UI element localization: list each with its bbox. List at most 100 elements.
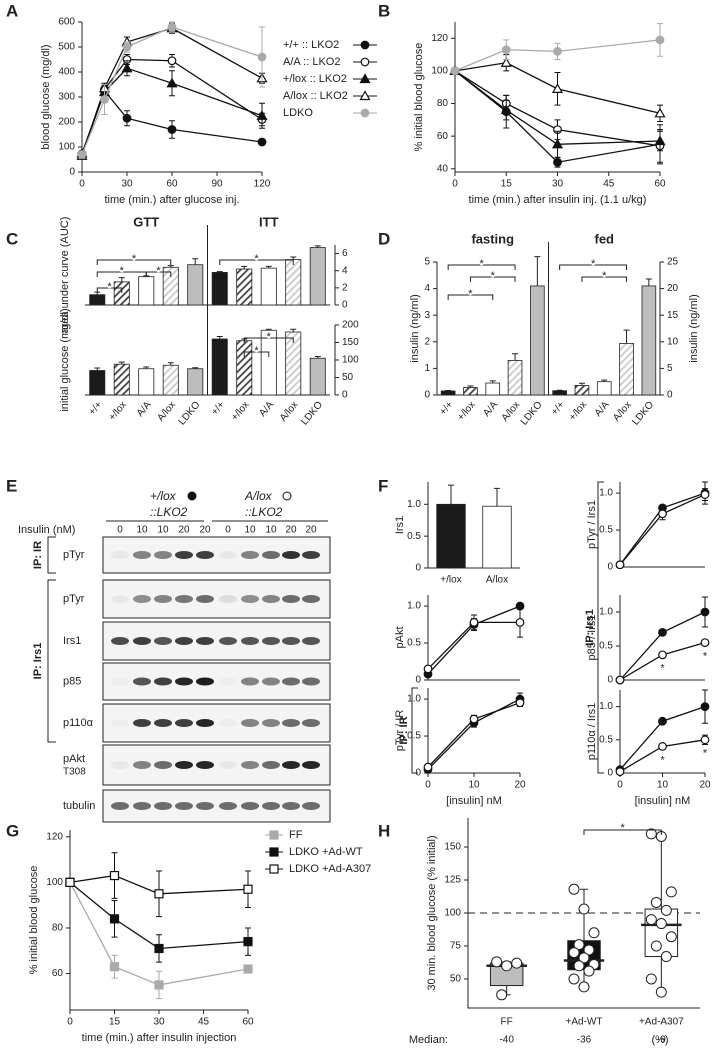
band [133,677,151,686]
lane-label: 20 [285,525,297,536]
x-tick-label: A/A [257,399,276,419]
marker [167,125,177,134]
x-tick-label: 120 [254,179,271,190]
point [650,896,662,908]
y-axis-label: pTyr / Irs1 [586,500,598,549]
band [219,802,237,810]
point [660,951,672,963]
bar [574,385,590,396]
marker [658,716,667,726]
bar [211,338,228,396]
x-tick-label: 0 [79,179,85,190]
y-axis-label: p110α / Irs1 [586,703,598,761]
point [665,931,677,943]
marker [500,57,512,67]
lane-label: 0 [225,525,231,536]
legend-label: LDKO +Ad-WT [289,846,363,858]
lane-label: 20 [199,525,211,536]
significance: * [107,281,112,293]
marker [256,110,268,120]
point [568,947,580,959]
marker [615,767,625,777]
x-tick-label: 30 [153,1017,165,1028]
error-bar [494,487,500,507]
panel-label: C [6,229,18,248]
bar [436,503,466,569]
marker [257,137,267,147]
point [511,957,523,969]
series-line [454,39,661,72]
y-tick-label: 300 [58,92,75,103]
bracket [243,337,294,343]
marker [359,73,371,84]
band [302,677,320,686]
marker [469,714,479,724]
x-tick-label: +/lox [229,400,251,423]
significance: * [621,822,626,834]
y-tick-label: 0 [415,768,421,779]
band [241,637,259,645]
marker [359,90,371,101]
y-tick-label: 5 [667,363,673,374]
y-axis-label: pAkt [394,626,406,648]
y-axis-label: % initial blood glucose [28,866,40,975]
series-line [454,70,661,147]
x-tick-label: 10 [468,780,480,791]
panel-label: B [378,1,390,20]
band [175,677,193,686]
point [578,952,590,964]
x-tick-label: LDKO [177,399,203,427]
lane-label: 20 [178,525,190,536]
marker [360,57,370,67]
band [111,551,129,559]
y-tick-label: 2 [342,282,348,293]
marker [700,702,710,711]
y-tick-label: 1.0 [599,488,613,499]
x-tick-label: A/lox [278,400,301,424]
series-line [427,698,521,770]
x-tick-label: A/lox [155,400,178,424]
genotype: A/lox [244,489,273,503]
error-bar [192,258,199,265]
y-axis-label: % initial blood glucose [413,43,425,152]
error-bar [241,265,248,269]
marker [100,95,109,104]
x-tick-label: 20 [699,780,711,791]
band [154,802,172,810]
series-line [69,881,249,950]
bar [162,266,179,306]
x-tick-label: 20 [514,780,526,791]
x-axis-label: time (min.) after glucose inj. [104,194,239,206]
panel-label: H [378,821,390,840]
error-bar [290,328,297,332]
marker [121,62,133,73]
bar [113,363,130,396]
median-change: -40 [499,1035,514,1046]
x-tick-label: FF [501,1017,513,1028]
band [241,761,259,769]
band [133,595,151,603]
marker [615,560,625,570]
marker [77,150,87,159]
bar [507,360,523,396]
lane-label: 10 [136,525,148,536]
marker [700,490,710,499]
point [578,981,590,993]
marker [655,35,665,45]
y-tick-label: 0.5 [599,734,613,745]
x-axis-label: time (min.) after insulin injection [82,1032,237,1044]
lane-label: 10 [244,525,256,536]
panel-label: F [378,476,388,495]
row-label: tubulin [63,800,95,812]
marker [450,66,460,76]
bracket [219,259,294,265]
band [241,802,259,810]
side-label: IP: Irs1 [584,609,596,646]
band [219,637,237,645]
y-axis-label: blood glucose (mg/dl) [40,44,52,149]
y-tick-label: 3 [424,310,430,321]
significance: * [254,253,259,265]
marker [154,943,164,954]
bracket [583,829,662,835]
